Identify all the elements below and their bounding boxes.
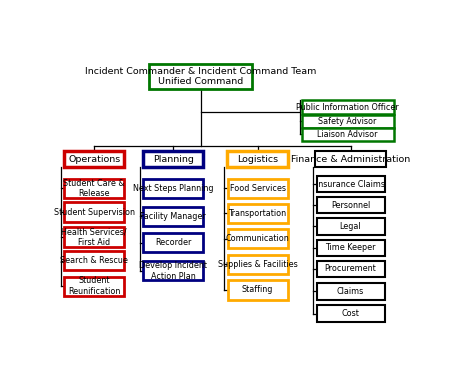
FancyBboxPatch shape — [228, 229, 288, 248]
Text: Recorder: Recorder — [155, 238, 191, 248]
FancyBboxPatch shape — [317, 219, 384, 235]
Text: Legal: Legal — [340, 222, 361, 231]
Text: Planning: Planning — [153, 155, 193, 163]
FancyBboxPatch shape — [143, 179, 203, 198]
FancyBboxPatch shape — [317, 306, 384, 322]
FancyBboxPatch shape — [228, 254, 288, 274]
FancyBboxPatch shape — [64, 179, 124, 198]
FancyBboxPatch shape — [301, 100, 393, 114]
Text: Time Keeper: Time Keeper — [325, 243, 376, 252]
FancyBboxPatch shape — [143, 207, 203, 226]
Text: Personnel: Personnel — [331, 201, 370, 210]
FancyBboxPatch shape — [143, 233, 203, 253]
Text: Procurement: Procurement — [325, 264, 376, 273]
FancyBboxPatch shape — [143, 261, 203, 280]
Text: Incident Commander & Incident Command Team
Unified Command: Incident Commander & Incident Command Te… — [85, 67, 316, 86]
FancyBboxPatch shape — [228, 280, 288, 299]
Text: Transportation: Transportation — [228, 209, 287, 218]
Text: Student Care &
Release: Student Care & Release — [64, 179, 125, 198]
Text: Safety Advisor: Safety Advisor — [319, 117, 377, 126]
Text: Facility Manager: Facility Manager — [140, 212, 206, 221]
FancyBboxPatch shape — [317, 261, 384, 277]
Text: Claims: Claims — [337, 287, 364, 296]
Text: Operations: Operations — [68, 155, 120, 163]
Text: Cost: Cost — [342, 309, 359, 318]
Text: Insurance Claims: Insurance Claims — [316, 180, 385, 189]
FancyBboxPatch shape — [228, 179, 288, 198]
FancyBboxPatch shape — [228, 204, 288, 223]
FancyBboxPatch shape — [317, 283, 384, 299]
FancyBboxPatch shape — [317, 176, 384, 192]
Text: Develop Incident
Action Plan: Develop Incident Action Plan — [139, 261, 207, 280]
FancyBboxPatch shape — [143, 151, 203, 167]
Text: Student
Reunification: Student Reunification — [68, 277, 120, 296]
Text: Health Services/
First Aid: Health Services/ First Aid — [61, 227, 127, 247]
FancyBboxPatch shape — [317, 240, 384, 256]
Text: Logistics: Logistics — [237, 155, 278, 163]
Text: Public Information Officer: Public Information Officer — [296, 103, 399, 112]
Text: Liaison Advisor: Liaison Advisor — [318, 130, 378, 139]
FancyBboxPatch shape — [149, 64, 252, 89]
FancyBboxPatch shape — [301, 115, 393, 128]
FancyBboxPatch shape — [64, 227, 124, 247]
Text: Next Steps Planning: Next Steps Planning — [133, 184, 213, 193]
FancyBboxPatch shape — [228, 151, 288, 167]
FancyBboxPatch shape — [317, 197, 384, 214]
FancyBboxPatch shape — [315, 151, 386, 167]
Text: Supplies & Facilities: Supplies & Facilities — [218, 260, 298, 269]
Text: Food Services: Food Services — [229, 184, 286, 193]
Text: Search & Rescue: Search & Rescue — [60, 256, 128, 265]
FancyBboxPatch shape — [64, 151, 125, 167]
FancyBboxPatch shape — [301, 128, 393, 141]
Text: Finance & Administration: Finance & Administration — [291, 155, 410, 163]
Text: Communication: Communication — [226, 234, 290, 243]
FancyBboxPatch shape — [64, 277, 124, 296]
Text: Student Supervision: Student Supervision — [54, 207, 135, 217]
FancyBboxPatch shape — [64, 202, 124, 222]
FancyBboxPatch shape — [64, 251, 124, 270]
Text: Staffing: Staffing — [242, 285, 273, 295]
